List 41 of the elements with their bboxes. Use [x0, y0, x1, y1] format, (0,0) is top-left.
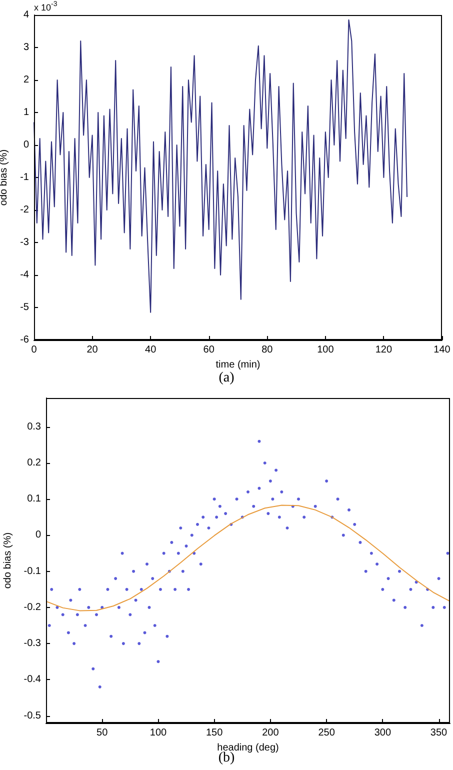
text: (a): [218, 370, 235, 386]
y-tick-label: -3: [20, 237, 30, 248]
y-tick-label: -4: [20, 270, 30, 280]
y-tick-label: 3: [23, 42, 30, 53]
x-tick-label: 120: [375, 344, 392, 356]
x-tick-label: 250: [318, 728, 336, 738]
line-series: [46, 504, 450, 612]
y-tick-label: 0: [23, 140, 30, 150]
x-tick-label: 350: [430, 728, 448, 738]
y-tick-label: -1: [20, 172, 30, 183]
x-tick-label: 60: [203, 344, 215, 356]
x-tick-label: 150: [206, 728, 224, 738]
y-tick-label: 0.1: [27, 494, 42, 505]
y-tick-label: 0.3: [27, 421, 42, 432]
y-tick-label: -6: [20, 334, 30, 346]
y-tick-label: 4: [23, 10, 30, 20]
x-tick-label: 100: [150, 728, 167, 738]
y-tick-label: 2: [23, 74, 30, 86]
x-tick-label: 100: [317, 344, 334, 356]
y-tick-label: -0.2: [24, 602, 42, 613]
x-tick-label: 200: [262, 728, 280, 738]
y-tick-label: -0.5: [24, 710, 42, 722]
x-tick-label: 50: [96, 728, 108, 738]
x-tick-label: 140: [434, 344, 451, 356]
y-tick-label: 0.2: [27, 458, 42, 468]
y-tick-label: -5: [20, 302, 30, 313]
y-tick-label: -2: [20, 204, 30, 216]
y-tick-label: -0.4: [24, 674, 42, 686]
text: (b): [218, 750, 235, 766]
x-tick-label: 80: [262, 344, 274, 356]
y-tick-label: -0.3: [24, 638, 42, 650]
line-series: [34, 19, 408, 313]
y-tick-label: -0.1: [24, 566, 42, 577]
y-tick-label: 0: [35, 530, 42, 541]
x-axis-title: time (min): [216, 359, 260, 370]
x-tick-label: 20: [86, 344, 98, 356]
x-tick-label: 300: [374, 728, 392, 738]
y-axis-title: odo bias (%): [2, 532, 14, 589]
y-tick-label: 1: [23, 107, 30, 118]
x-axis-title: heading (deg): [217, 742, 279, 754]
x-tick-label: 40: [145, 344, 157, 356]
